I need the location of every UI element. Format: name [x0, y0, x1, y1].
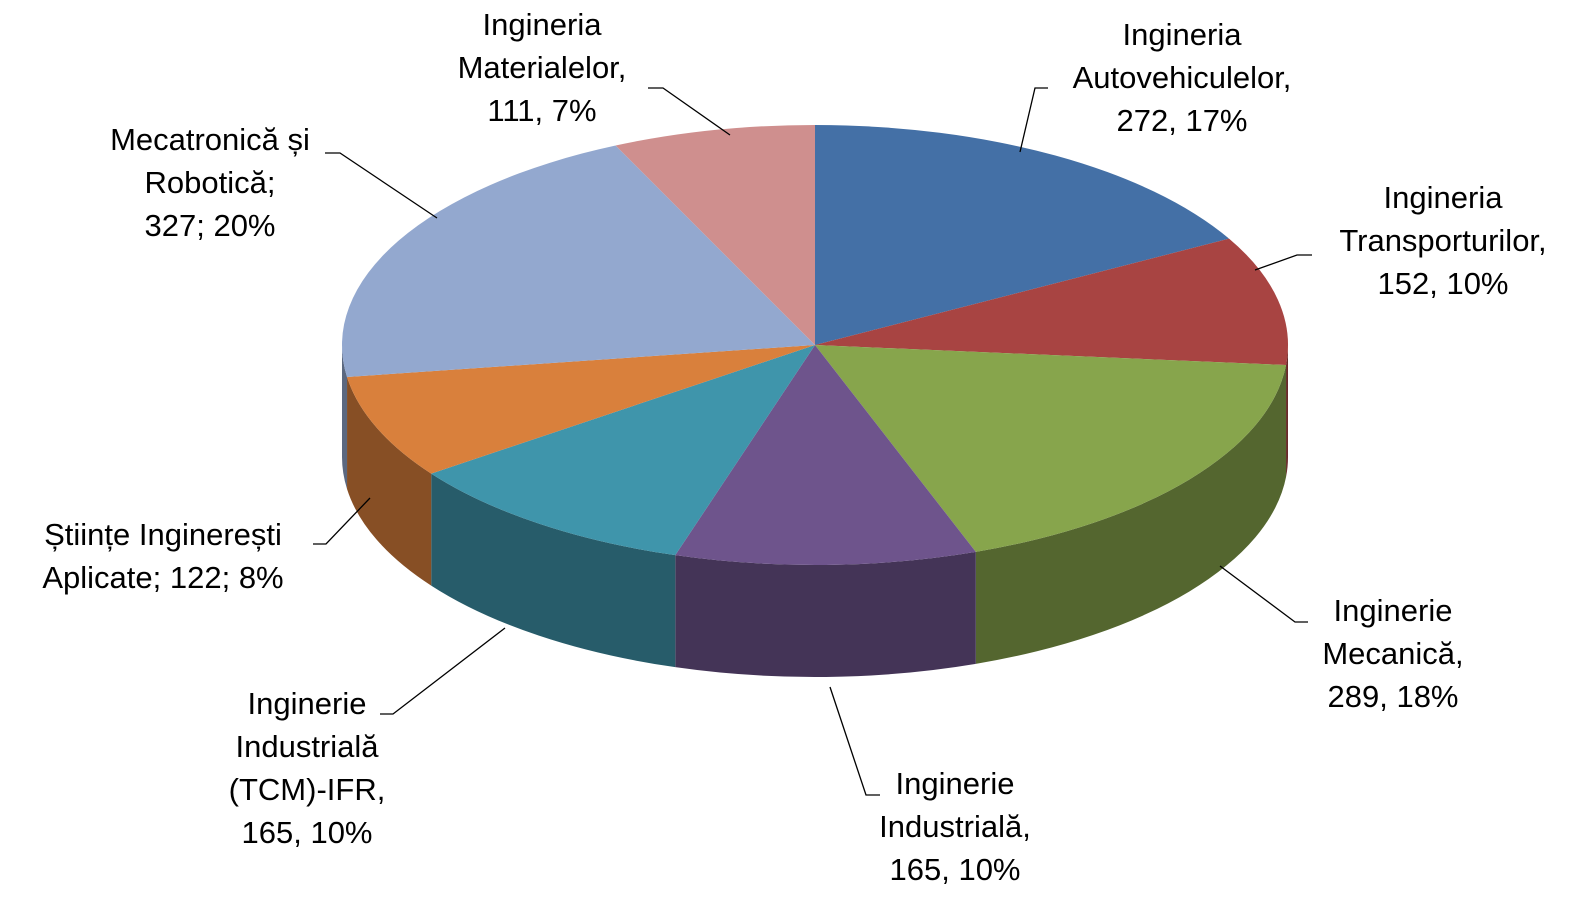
data-label: 165, 10% [242, 815, 373, 850]
data-label: (TCM)-IFR, [229, 772, 386, 807]
data-label: Inginerie [1334, 593, 1453, 628]
data-label: 165, 10% [890, 852, 1021, 887]
slice-side [675, 551, 976, 677]
slice [815, 238, 1289, 366]
slice [347, 345, 815, 474]
data-label: Științe Inginerești [44, 517, 282, 552]
data-label: 272, 17% [1117, 103, 1248, 138]
data-label: Inginerie [896, 766, 1015, 801]
slice [431, 345, 815, 556]
slice [675, 345, 976, 565]
data-label: Transporturilor, [1339, 223, 1546, 258]
leader-line [829, 686, 880, 796]
data-label: Robotică; [145, 165, 276, 200]
data-label: Industrială [235, 729, 379, 764]
slice-side [342, 345, 348, 490]
leader-line [325, 152, 438, 219]
data-label: Mecatronică și [110, 122, 310, 157]
data-label: Ingineria [1123, 17, 1243, 52]
data-label: Ingineria [483, 7, 603, 42]
data-label: 327; 20% [145, 208, 276, 243]
leader-line [313, 497, 371, 545]
slice [815, 125, 1230, 345]
slice [341, 145, 815, 378]
slice [615, 125, 815, 345]
data-label: Aplicate; 122; 8% [42, 560, 283, 595]
slice-side [975, 365, 1287, 664]
slice-side [347, 377, 432, 586]
data-label: 111, 7% [487, 93, 596, 128]
data-label: Mecanică, [1322, 636, 1463, 671]
leader-line [1219, 565, 1308, 623]
data-label: 289, 18% [1328, 679, 1459, 714]
slice-side [431, 473, 676, 668]
data-label: Autovehiculelor, [1073, 60, 1292, 95]
leader-line [648, 87, 731, 136]
leader-line [1254, 254, 1312, 271]
slice [815, 345, 1287, 552]
leader-line [1019, 87, 1048, 153]
data-label: 152, 10% [1378, 266, 1509, 301]
data-label: Industrială, [879, 809, 1031, 844]
data-label: Materialelor, [458, 50, 627, 85]
data-label: Inginerie [248, 686, 367, 721]
slice-side [1286, 345, 1288, 478]
data-label: Ingineria [1384, 180, 1504, 215]
leader-line [380, 627, 506, 715]
